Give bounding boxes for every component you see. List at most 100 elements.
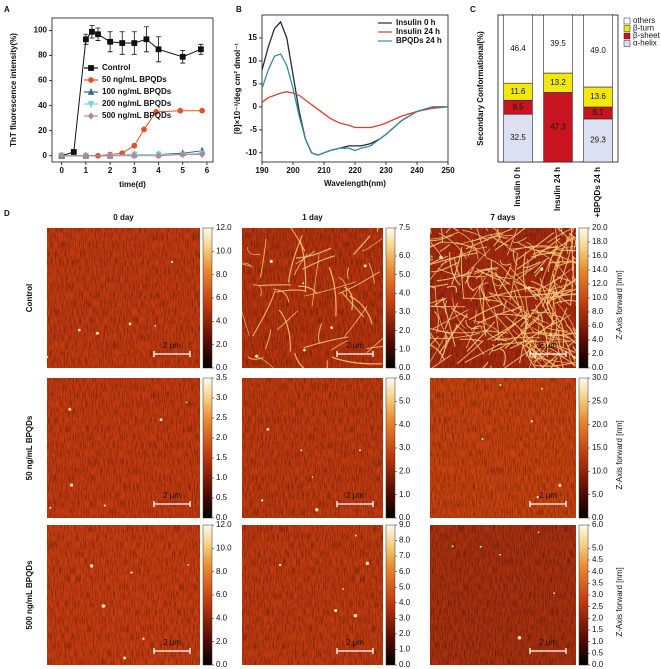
fibril xyxy=(246,246,261,255)
particle xyxy=(342,588,344,590)
particle xyxy=(330,326,333,329)
fibril xyxy=(476,268,501,281)
legend-label: 200 ng/mL BPQDs xyxy=(102,99,172,108)
x-tick-label: 0 xyxy=(59,166,64,175)
fibril xyxy=(494,271,523,311)
particle xyxy=(527,286,531,290)
marker xyxy=(89,28,95,35)
fibril xyxy=(569,237,576,249)
fibril xyxy=(539,332,576,337)
colorbar-tick-label: 2.0 xyxy=(216,637,228,646)
fibril xyxy=(450,307,469,319)
fibril xyxy=(566,324,576,339)
colorbar-tick-label: 4.0 xyxy=(399,288,411,297)
y-axis-label: Secondary Conformational(%) xyxy=(476,31,485,146)
fibril xyxy=(567,339,576,347)
particle xyxy=(103,504,106,507)
panel-label: B xyxy=(236,5,242,14)
colorbar-tick-label: 1.0 xyxy=(216,473,228,482)
x-tick-label: 3 xyxy=(132,166,137,175)
particle xyxy=(479,545,482,548)
legend-label: β-sheet xyxy=(633,31,661,40)
colorbar-tick-label: 4.0 xyxy=(399,420,411,429)
fibril xyxy=(546,335,562,341)
fibril xyxy=(346,267,350,280)
marker xyxy=(87,101,95,109)
colorbar-tick-label: 16.0 xyxy=(592,251,608,260)
afm-image xyxy=(430,228,576,368)
particle xyxy=(123,656,127,660)
colorbar-tick-label: 0.0 xyxy=(216,363,228,372)
colorbar-tick-label: 0.0 xyxy=(592,513,604,522)
colorbar-tick-label: 0.0 xyxy=(216,660,228,669)
fibril xyxy=(259,238,267,278)
colorbar-tick-label: 7.0 xyxy=(399,551,411,560)
marker xyxy=(107,152,114,160)
scale-bar xyxy=(529,351,567,357)
fibril xyxy=(510,267,533,278)
fibril xyxy=(532,289,572,296)
x-tick-label: 210 xyxy=(317,166,331,175)
colorbar-tick-label: 6.0 xyxy=(592,520,604,529)
fibril xyxy=(430,234,453,242)
fibril xyxy=(455,241,487,258)
fibril xyxy=(520,284,556,328)
fibril xyxy=(344,305,368,338)
fibril xyxy=(303,281,356,297)
x-tick-label: 190 xyxy=(255,166,269,175)
fibril xyxy=(430,285,436,289)
scale-bar xyxy=(153,351,191,357)
x-tick-label: 240 xyxy=(410,166,424,175)
fibril xyxy=(441,246,488,266)
colorbar-tick-label: 2.0 xyxy=(399,326,411,335)
particle xyxy=(540,267,544,271)
y-tick-label: 10 xyxy=(248,56,257,65)
fibril xyxy=(430,344,445,360)
fibril xyxy=(509,246,559,250)
colorbar-tick-label: 4.0 xyxy=(592,567,604,576)
colorbar-tick-label: 6.0 xyxy=(216,590,228,599)
colorbar-tick-label: 10.0 xyxy=(592,466,608,475)
fibril xyxy=(523,261,541,269)
scale-bar-label: 2 μm xyxy=(163,341,181,350)
bar-value-label: 49.0 xyxy=(590,46,606,55)
bar-segment xyxy=(503,14,533,84)
x-tick-label: 220 xyxy=(348,166,362,175)
colorbar-tick-label: 20.0 xyxy=(592,223,608,232)
fibril xyxy=(432,309,469,330)
marker xyxy=(119,40,126,46)
fibril xyxy=(503,300,507,312)
colorbar xyxy=(202,377,213,519)
marker xyxy=(87,87,95,95)
fibril xyxy=(523,319,529,340)
fibril xyxy=(545,314,571,328)
fibril xyxy=(431,354,452,368)
fibril xyxy=(430,245,433,247)
colorbar-label: Z-Axis forward [nm] xyxy=(615,270,624,339)
colorbar-tick-label: 7.5 xyxy=(399,223,411,232)
fibril xyxy=(459,338,483,343)
colorbar xyxy=(202,227,213,369)
fibril xyxy=(504,317,539,350)
marker xyxy=(82,36,89,43)
fibril xyxy=(549,261,576,264)
x-axis-label: Wavelength(nm) xyxy=(324,179,386,188)
particle xyxy=(266,428,270,431)
colorbar-tick-label: 30.0 xyxy=(592,373,608,382)
colorbar-tick-label: 6.0 xyxy=(399,251,411,260)
x-tick-label: 5 xyxy=(181,166,186,175)
legend-label: Control xyxy=(102,63,130,72)
marker xyxy=(107,38,114,45)
colorbar-tick-label: 2.0 xyxy=(216,340,228,349)
fibril xyxy=(445,228,451,234)
fibril xyxy=(434,286,449,339)
colorbar-tick-label: 8.0 xyxy=(216,270,228,279)
bar-value-label: 13.6 xyxy=(590,92,606,101)
fibril xyxy=(438,324,458,355)
colorbar-tick-label: 2.5 xyxy=(592,602,604,611)
fibril xyxy=(533,260,546,274)
fibril xyxy=(494,228,526,251)
particle xyxy=(142,637,145,640)
fibril xyxy=(290,228,306,252)
fibril xyxy=(543,345,565,359)
